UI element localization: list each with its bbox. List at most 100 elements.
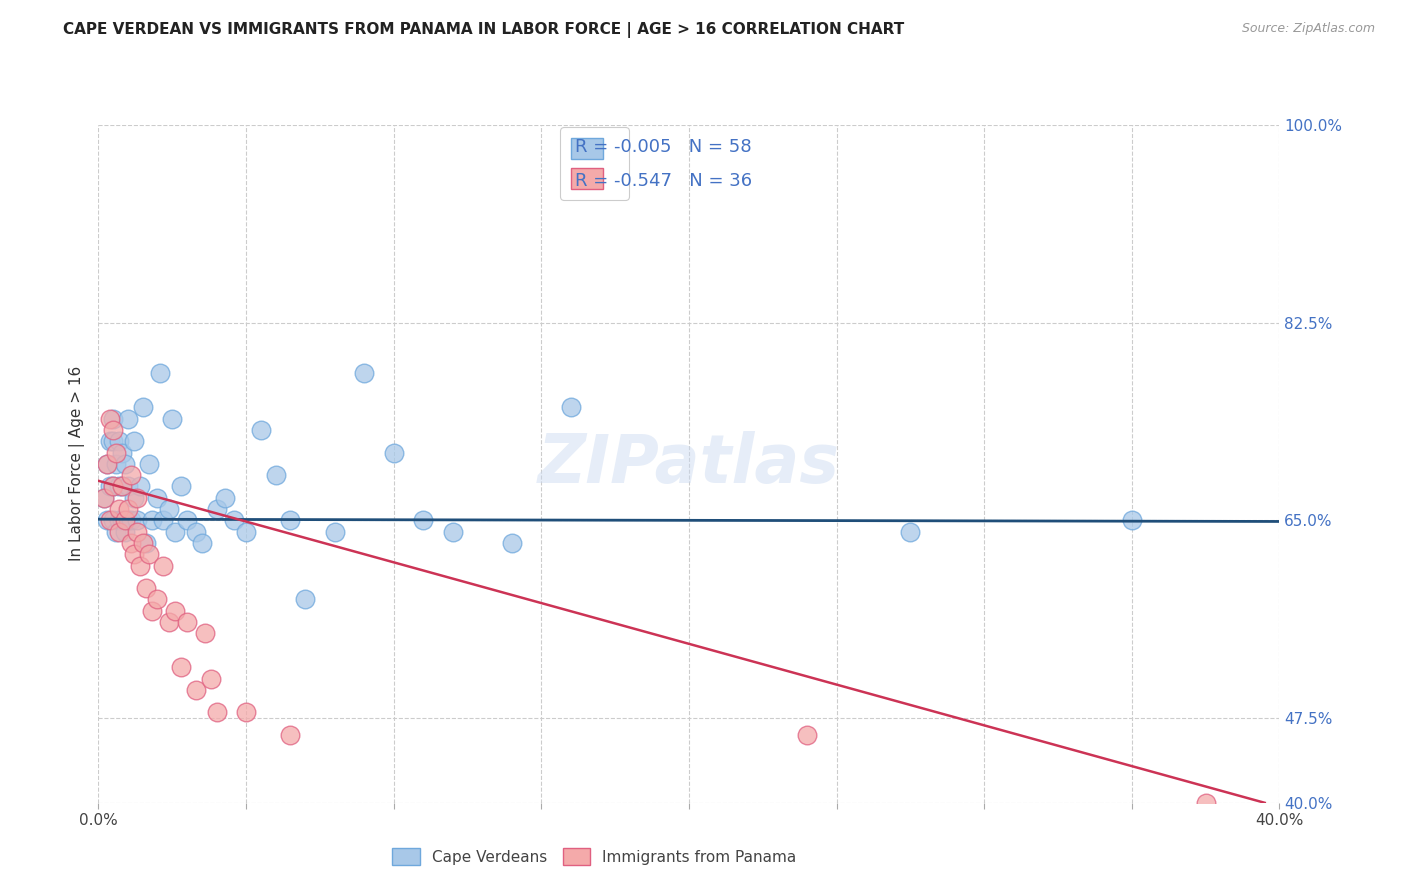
Point [165, 604, 187, 618]
Point [114, 513, 136, 527]
Point [191, 536, 214, 550]
Point [184, 524, 207, 539]
Point [105, 445, 128, 459]
Point [98, 411, 121, 425]
Point [103, 513, 125, 527]
Text: R = -0.547   N = 36: R = -0.547 N = 36 [575, 172, 752, 190]
Point [122, 491, 145, 505]
Point [108, 502, 131, 516]
Point [105, 457, 128, 471]
Point [122, 547, 145, 561]
Point [138, 457, 160, 471]
Point [125, 524, 148, 539]
Point [96, 457, 118, 471]
Point [96, 513, 118, 527]
Point [120, 513, 142, 527]
Point [98, 513, 121, 527]
Point [103, 434, 125, 449]
Point [93, 491, 115, 505]
Point [323, 524, 346, 539]
Point [135, 581, 157, 595]
Point [294, 592, 316, 607]
Point [111, 479, 134, 493]
Point [501, 536, 523, 550]
Point [96, 457, 118, 471]
Point [132, 536, 155, 550]
Point [108, 434, 131, 449]
Point [103, 479, 125, 493]
Point [117, 502, 139, 516]
Point [120, 468, 142, 483]
Point [146, 592, 169, 607]
Point [214, 491, 236, 505]
Point [235, 706, 257, 720]
Point [412, 513, 434, 527]
Point [560, 401, 582, 415]
Point [205, 502, 228, 516]
Point [138, 547, 160, 561]
Point [103, 479, 125, 493]
Point [103, 423, 125, 437]
Point [93, 491, 115, 505]
Point [1195, 796, 1218, 810]
Point [98, 434, 121, 449]
Y-axis label: In Labor Force | Age > 16: In Labor Force | Age > 16 [69, 367, 84, 561]
Point [205, 706, 228, 720]
Point [132, 401, 155, 415]
Point [264, 468, 287, 483]
Point [103, 411, 125, 425]
Point [382, 445, 405, 459]
Point [278, 728, 302, 742]
Point [184, 682, 207, 697]
Point [120, 536, 142, 550]
Point [149, 367, 172, 381]
Point [900, 524, 922, 539]
Point [128, 558, 150, 573]
Point [170, 479, 193, 493]
Point [122, 434, 145, 449]
Point [224, 513, 246, 527]
Point [128, 479, 150, 493]
Point [441, 524, 464, 539]
Point [108, 479, 131, 493]
Point [353, 367, 375, 381]
Point [125, 491, 148, 505]
Point [157, 615, 180, 629]
Point [108, 524, 131, 539]
Legend: Cape Verdeans, Immigrants from Panama: Cape Verdeans, Immigrants from Panama [385, 840, 804, 873]
Point [111, 445, 134, 459]
Text: ZIPatlas: ZIPatlas [538, 431, 839, 497]
Point [98, 479, 121, 493]
Point [152, 513, 174, 527]
Point [117, 513, 139, 527]
Point [170, 660, 193, 674]
Point [135, 536, 157, 550]
Point [146, 491, 169, 505]
Point [235, 524, 257, 539]
Point [200, 672, 222, 686]
Point [111, 479, 134, 493]
Point [152, 558, 174, 573]
Point [250, 423, 273, 437]
Point [176, 513, 198, 527]
Point [194, 626, 217, 640]
Point [111, 513, 134, 527]
Point [114, 457, 136, 471]
Point [278, 513, 302, 527]
Point [117, 479, 139, 493]
Point [165, 524, 187, 539]
Point [157, 502, 180, 516]
Point [1121, 513, 1143, 527]
Text: Source: ZipAtlas.com: Source: ZipAtlas.com [1241, 22, 1375, 36]
Text: CAPE VERDEAN VS IMMIGRANTS FROM PANAMA IN LABOR FORCE | AGE > 16 CORRELATION CHA: CAPE VERDEAN VS IMMIGRANTS FROM PANAMA I… [63, 22, 904, 38]
Point [141, 513, 163, 527]
Text: R = -0.005   N = 58: R = -0.005 N = 58 [575, 138, 752, 156]
Point [117, 411, 139, 425]
Point [125, 513, 148, 527]
Point [114, 524, 136, 539]
Point [141, 604, 163, 618]
Point [796, 728, 818, 742]
Point [176, 615, 198, 629]
Point [162, 411, 183, 425]
Point [108, 513, 131, 527]
